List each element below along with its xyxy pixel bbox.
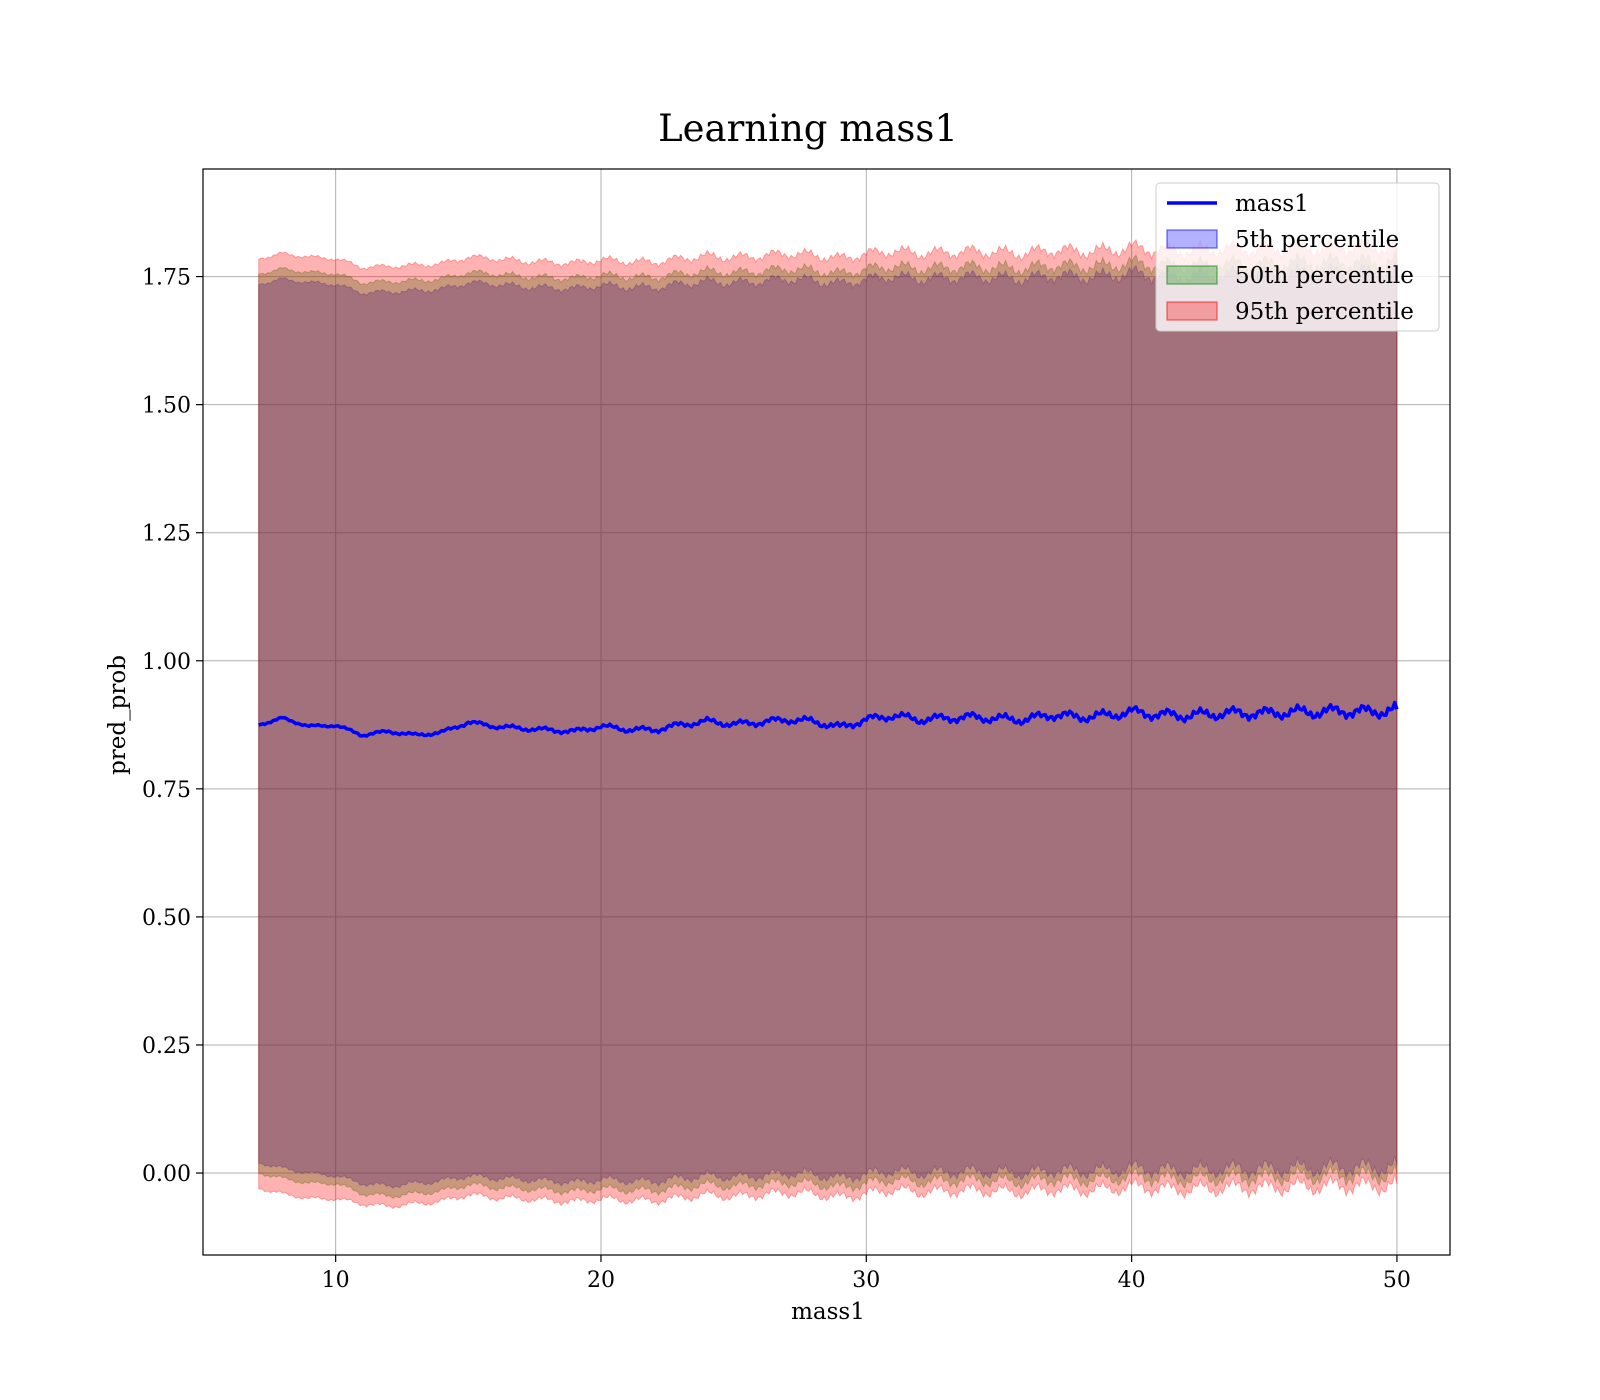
band-95th-percentile	[258, 235, 1398, 1210]
legend: mass1 5th percentile 50th percentile 95th p…	[1155, 182, 1440, 332]
y-tick-label: 1.75	[142, 266, 191, 291]
series-lines	[258, 700, 1399, 738]
line-mass1	[258, 700, 1399, 738]
x-tick-label: 50	[1383, 1268, 1411, 1293]
y-tick-label: 1.25	[142, 522, 191, 547]
y-tick-label: 0.00	[142, 1162, 191, 1187]
x-axis-label: mass1	[791, 1299, 865, 1325]
legend-entry-label: mass1	[1235, 191, 1309, 217]
chart-title: Learning mass1	[658, 107, 958, 150]
legend-box	[1155, 182, 1440, 332]
legend-swatch-band	[1166, 301, 1218, 321]
plot-frame	[202, 168, 1451, 1256]
legend-entry-label: 95th percentile	[1235, 299, 1414, 325]
y-tick-label: 1.00	[142, 650, 191, 675]
y-tick-label: 1.50	[142, 394, 191, 419]
legend-entry-label: 5th percentile	[1235, 227, 1399, 253]
x-tick-label: 20	[587, 1268, 615, 1293]
y-tick-label: 0.50	[142, 906, 191, 931]
x-tick-label: 30	[852, 1268, 880, 1293]
x-tick-label: 40	[1118, 1268, 1146, 1293]
y-tick-label: 0.75	[142, 778, 191, 803]
y-tick-label: 0.25	[142, 1034, 191, 1059]
band-5th-percentile	[258, 260, 1398, 1189]
legend-entry-label: 50th percentile	[1235, 263, 1414, 289]
band-50th-percentile	[258, 250, 1398, 1200]
percentile-bands	[258, 235, 1398, 1210]
legend-swatch-band	[1166, 265, 1218, 285]
y-axis-label: pred_prob	[105, 655, 131, 775]
axis-ticks: 10 20 30 40 50 0.00 0.25 0.50 0.75 1.00 1.25 1.50 1.…	[142, 266, 1411, 1293]
x-tick-label: 10	[322, 1268, 350, 1293]
legend-swatch-band	[1166, 229, 1218, 249]
